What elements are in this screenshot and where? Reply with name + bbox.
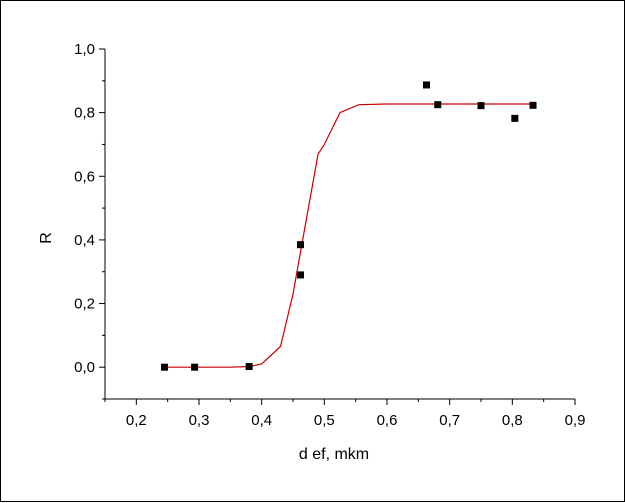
x-axis-title: d ef, mkm [299,446,369,463]
fit-curve [164,103,533,368]
data-point [422,81,430,89]
y-tick-label: 1,0 [74,41,95,58]
x-tick-label: 0,8 [502,412,523,429]
x-tick-label: 0,2 [126,412,147,429]
data-point [529,101,537,109]
data-point [511,114,519,122]
data-point [245,363,253,371]
x-tick-label: 0,3 [189,412,210,429]
y-axis-title: R [38,232,55,244]
y-tick-label: 0,8 [74,105,95,122]
y-tick-label: 0,0 [74,359,95,376]
x-tick-label: 0,7 [439,412,460,429]
x-tick-label: 0,9 [565,412,586,429]
data-point [477,102,485,110]
data-point [161,363,169,371]
x-tick-label: 0,5 [314,412,335,429]
y-tick-label: 0,4 [74,232,95,249]
data-point [434,101,442,109]
x-tick-label: 0,4 [251,412,272,429]
data-point [191,363,199,371]
data-point [297,271,305,279]
y-tick-label: 0,2 [74,296,95,313]
x-tick-label: 0,6 [377,412,398,429]
data-point [297,241,305,249]
y-tick-label: 0,6 [74,168,95,185]
